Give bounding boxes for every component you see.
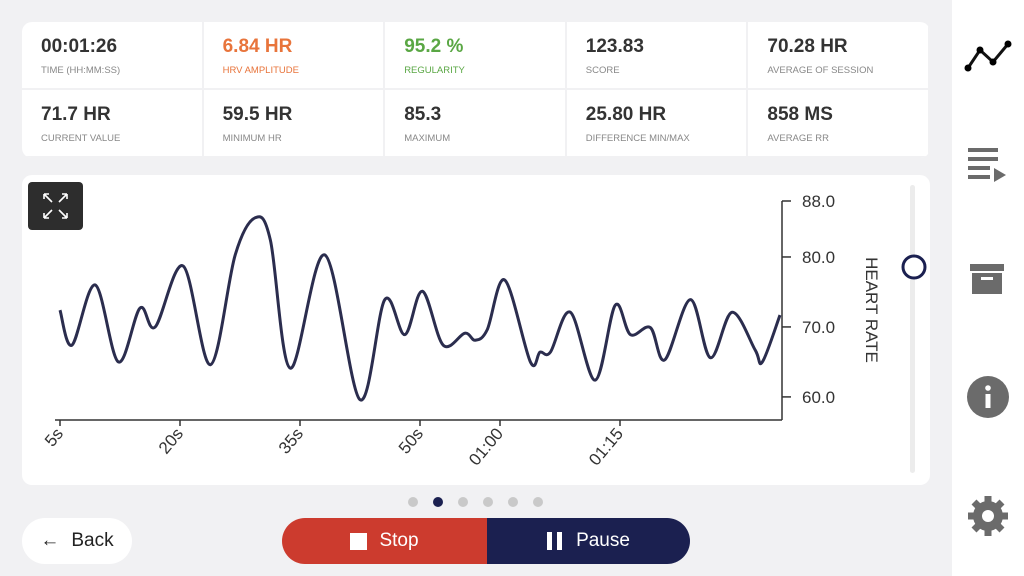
stat-label: REGULARITY (404, 65, 465, 76)
pause-button[interactable]: Pause (487, 518, 690, 564)
y-tick-label: 70.0 (802, 318, 835, 337)
x-tick-label: 01:00 (465, 424, 507, 469)
scroll-handle[interactable] (901, 254, 927, 280)
stat-label: SCORE (585, 65, 620, 76)
back-button[interactable]: ← Back (22, 518, 132, 564)
sidebar-icons (964, 40, 1012, 536)
stat-value: 6.84 HR (222, 36, 293, 57)
back-arrow: ← (40, 530, 60, 551)
scroll-track (910, 185, 915, 473)
y-tick-label: 80.0 (802, 248, 835, 267)
stat-tile: 858 MS AVERAGE RR (748, 90, 930, 158)
pagination (408, 497, 543, 507)
stat-tile: 6.84 HR HRV AMPLITUDE (203, 22, 386, 90)
y-tick-label: 88.0 (802, 192, 835, 211)
stat-value: 71.7 HR (41, 104, 111, 125)
stat-value: 59.5 HR (222, 104, 293, 125)
stat-value: 858 MS (767, 104, 833, 125)
stat-tile: 71.7 HR CURRENT VALUE (22, 90, 204, 158)
stat-tile: 00:01:26 TIME (HH:MM:SS) (22, 22, 204, 90)
page-dot[interactable] (533, 497, 543, 507)
stat-label: TIME (HH:MM:SS) (41, 65, 121, 76)
x-tick-label: 50s (395, 424, 427, 457)
stat-value: 95.2 % (404, 36, 464, 57)
stat-value: 70.28 HR (767, 36, 848, 57)
page-dot[interactable] (408, 497, 418, 507)
heart-rate-line (58, 215, 782, 402)
y-tick-label: 60.0 (802, 388, 835, 407)
x-tick-label: 5s (41, 424, 67, 450)
stat-tile: 123.83 SCORE (566, 22, 749, 90)
expand-icon (43, 193, 68, 219)
page-dot[interactable] (483, 497, 493, 507)
stat-label: AVERAGE OF SESSION (767, 65, 874, 76)
stat-label: DIFFERENCE MIN/MAX (585, 133, 690, 144)
pause-icon (547, 532, 553, 550)
stat-value: 25.80 HR (585, 104, 667, 125)
stat-label: MINIMUM HR (222, 133, 282, 144)
stat-tile: 85.3 MAXIMUM (385, 90, 567, 158)
stat-tile: 70.28 HR AVERAGE OF SESSION (748, 22, 930, 90)
pause-icon (557, 532, 563, 550)
stat-tile: 25.80 HR DIFFERENCE MIN/MAX (566, 90, 749, 158)
stat-value: 00:01:26 (41, 36, 118, 57)
settings-icon[interactable] (968, 496, 1008, 536)
chart-card (22, 175, 930, 485)
info-icon[interactable] (967, 376, 1009, 418)
stats-panel: 00:01:26 TIME (HH:MM:SS) 6.84 HR HRV AMPLIT… (22, 22, 930, 158)
page-dot[interactable] (508, 497, 518, 507)
stat-tile: 59.5 HR MINIMUM HR (203, 90, 386, 158)
y-axis-title: HEART RATE (862, 257, 881, 363)
x-tick-label: 20s (155, 424, 187, 457)
stop-label: Stop (379, 530, 419, 551)
expand-button[interactable] (28, 182, 83, 230)
stop-icon (350, 532, 368, 550)
stop-button[interactable]: Stop (282, 518, 487, 564)
chart-icon[interactable] (964, 40, 1012, 72)
back-label: Back (71, 530, 114, 551)
stat-tile: 95.2 % REGULARITY (385, 22, 567, 90)
stat-label: CURRENT VALUE (41, 133, 121, 144)
stat-label: MAXIMUM (404, 133, 451, 144)
stat-value: 85.3 (404, 104, 442, 125)
stat-label: HRV AMPLITUDE (222, 65, 299, 76)
x-tick-label: 35s (275, 424, 307, 457)
page-dot-active[interactable] (433, 497, 443, 507)
stat-value: 123.83 (585, 36, 644, 57)
pause-label: Pause (576, 530, 630, 551)
playlist-icon[interactable] (968, 148, 1006, 182)
page-dot[interactable] (458, 497, 468, 507)
stat-label: AVERAGE RR (767, 133, 829, 144)
archive-icon[interactable] (970, 264, 1004, 294)
x-tick-label: 01:15 (585, 424, 627, 469)
